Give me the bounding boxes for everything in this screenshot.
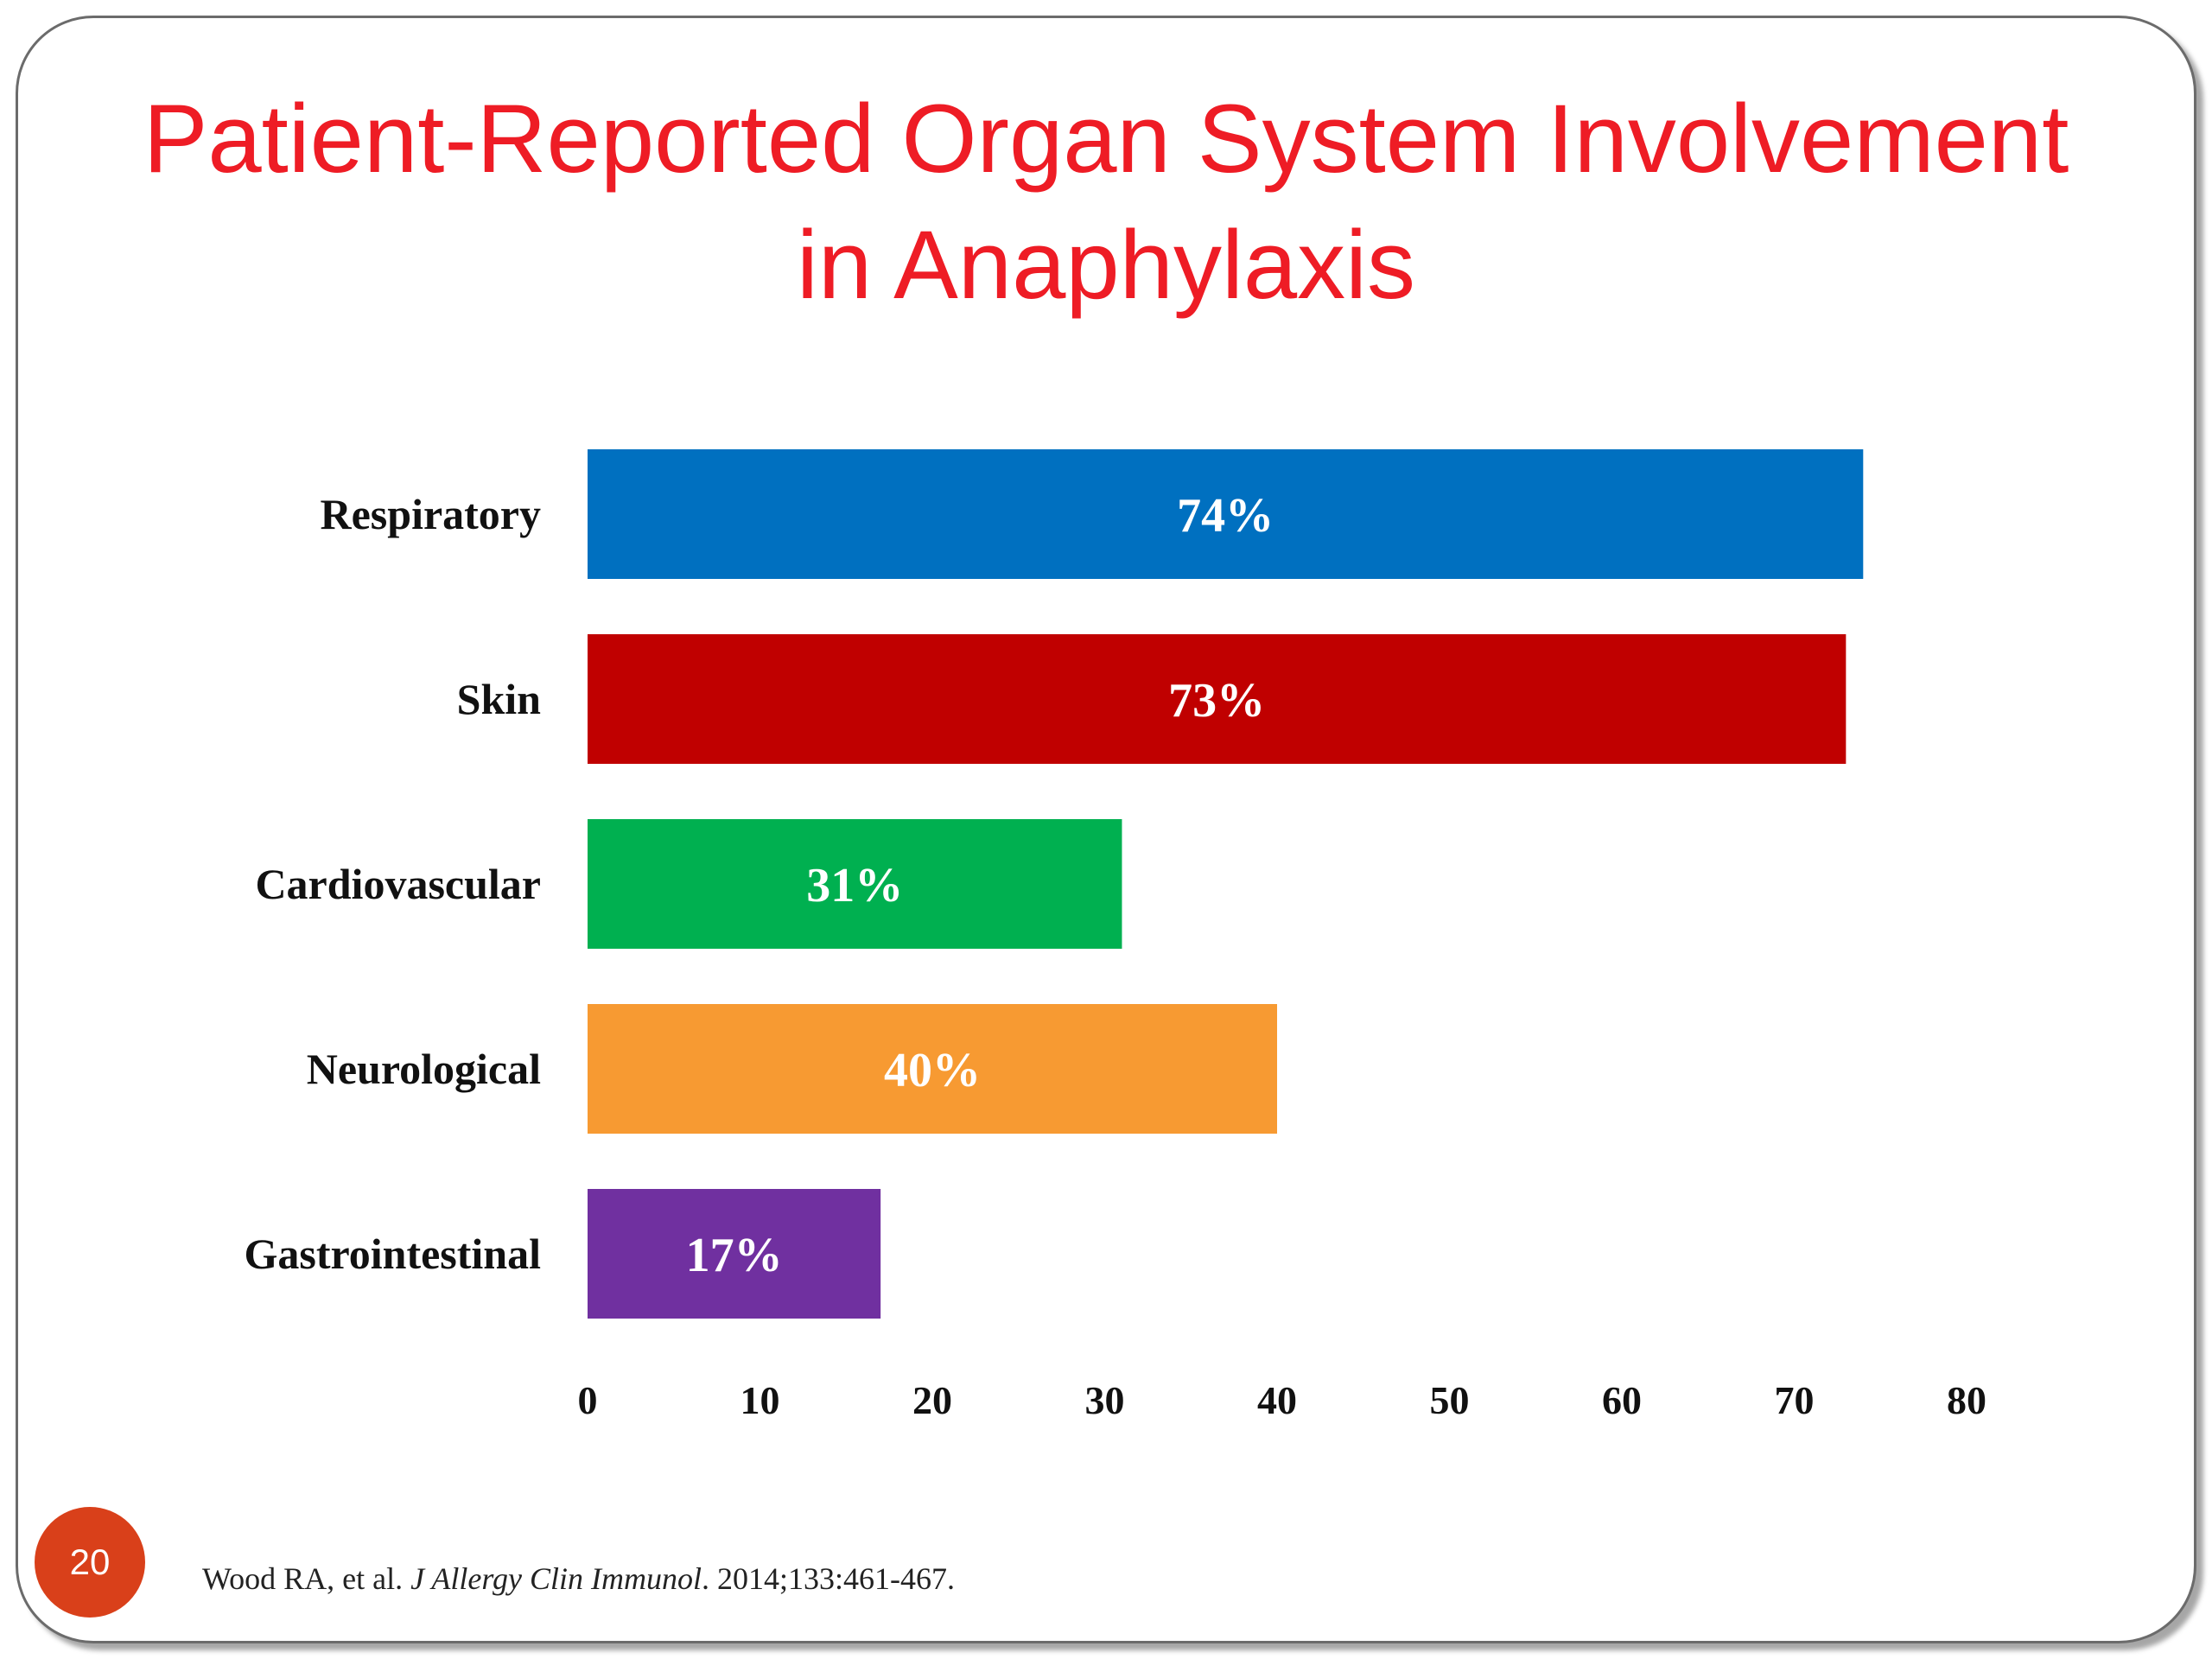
bar-cardiovascular <box>588 819 1122 949</box>
citation-authors: Wood RA, et al. <box>202 1561 404 1596</box>
bar-respiratory <box>588 449 1864 579</box>
data-label-respiratory: 74% <box>1177 489 1274 543</box>
title-line-2: in Anaphylaxis <box>796 211 1416 319</box>
x-tick-label: 30 <box>1085 1378 1125 1422</box>
data-label-gastrointestinal: 17% <box>686 1229 783 1282</box>
bar-skin <box>588 634 1847 764</box>
citation-journal: J Allergy Clin Immunol <box>410 1561 702 1596</box>
data-label-neurological: 40% <box>884 1044 981 1097</box>
page-title: Patient-Reported Organ System Involvemen… <box>69 76 2143 328</box>
data-label-cardiovascular: 31% <box>806 859 903 912</box>
x-tick-label: 50 <box>1430 1378 1470 1422</box>
category-label-respiratory: Respiratory <box>321 490 542 538</box>
citation-details: . 2014;133:461-467. <box>702 1561 956 1596</box>
slide-number-badge: 20 <box>35 1507 145 1618</box>
x-tick-label: 10 <box>741 1378 780 1422</box>
category-label-neurological: Neurological <box>307 1045 541 1093</box>
category-label-cardiovascular: Cardiovascular <box>255 860 541 908</box>
data-label-skin: 73% <box>1168 674 1265 728</box>
bar-gastrointestinal <box>588 1189 881 1319</box>
x-tick-label: 20 <box>912 1378 952 1422</box>
x-tick-label: 80 <box>1947 1378 1986 1422</box>
x-tick-label: 60 <box>1602 1378 1642 1422</box>
category-label-skin: Skin <box>457 675 542 723</box>
bar-neurological <box>588 1004 1277 1134</box>
x-tick-label: 0 <box>578 1378 598 1422</box>
citation: Wood RA, et al. J Allergy Clin Immunol. … <box>202 1560 955 1597</box>
category-label-gastrointestinal: Gastrointestinal <box>244 1230 541 1278</box>
x-tick-label: 70 <box>1775 1378 1815 1422</box>
title-line-1: Patient-Reported Organ System Involvemen… <box>143 85 2069 193</box>
x-tick-label: 40 <box>1257 1378 1297 1422</box>
